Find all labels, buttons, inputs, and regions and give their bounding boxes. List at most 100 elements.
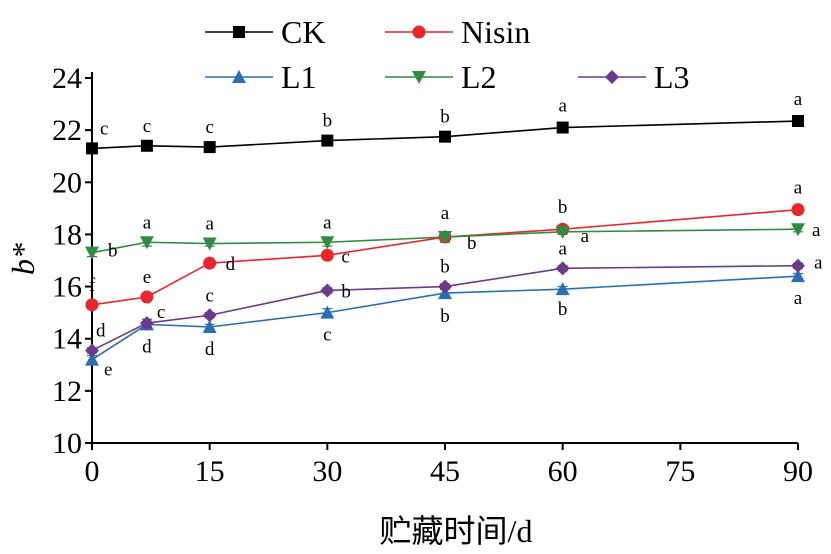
data-point-l2: [320, 236, 335, 250]
significance-label: a: [794, 288, 803, 309]
significance-label: a: [441, 203, 450, 224]
data-point-l2: [438, 231, 452, 245]
data-point-l3: [555, 261, 570, 276]
significance-label: a: [558, 238, 567, 259]
data-point-l1: [791, 269, 805, 283]
significance-label: c: [205, 117, 213, 138]
legend-item-ck: CK: [205, 14, 325, 50]
data-point-ck: [140, 139, 153, 152]
x-tick-label: 45: [430, 455, 460, 488]
data-point-l1: [320, 305, 335, 319]
legend-item-nisin: Nisin: [385, 14, 530, 50]
legend-item-l2: L2: [385, 59, 497, 95]
x-tick-label: 15: [195, 455, 225, 488]
legend-marker-l2: [412, 71, 426, 84]
significance-label: d: [96, 320, 106, 341]
y-tick-label: 10: [52, 427, 82, 460]
x-tick-label: 90: [783, 455, 813, 488]
data-point-ck: [86, 142, 98, 155]
legend-marker-l3: [605, 70, 619, 84]
axes: 0 15 30 45 60 75 90 10 12 14 16 18 20 22 24: [52, 62, 813, 488]
data-point-l3: [85, 343, 99, 358]
significance-label: d: [226, 254, 236, 275]
significance-label: c: [323, 325, 331, 346]
data-point-nisin: [203, 256, 217, 270]
x-tick-label: 60: [548, 455, 578, 488]
data-point-ck: [556, 121, 569, 134]
data-point-l3: [202, 308, 217, 323]
significance-label: b: [558, 299, 568, 320]
data-point-l3: [438, 279, 452, 294]
significance-label: e: [104, 360, 112, 381]
legend-label: L2: [461, 59, 497, 95]
legend-item-l3: L3: [578, 59, 690, 95]
y-tick-label: 20: [52, 166, 82, 199]
data-point-nisin: [140, 290, 154, 304]
data-point-l1: [555, 282, 570, 296]
significance-label: c: [341, 246, 349, 267]
significance-label: a: [205, 214, 214, 235]
data-point-nisin: [320, 248, 334, 262]
significance-label: a: [558, 96, 567, 117]
x-tick-label: 75: [665, 455, 695, 488]
x-tick-label: 0: [85, 455, 100, 488]
significance-label: b: [323, 111, 333, 132]
legend: CK Nisin L1 L2 L3: [205, 14, 690, 95]
legend-item-l1: L1: [205, 59, 317, 95]
significance-label: b: [440, 257, 450, 278]
significance-label: b: [558, 197, 568, 218]
data-point-l2: [555, 225, 570, 239]
significance-label: c: [205, 285, 213, 306]
significance-label: a: [794, 89, 803, 110]
y-tick-label: 12: [52, 375, 82, 408]
significance-label: a: [581, 226, 590, 247]
data-point-ck: [792, 115, 804, 128]
y-tick-label: 18: [52, 218, 82, 251]
significance-label: a: [794, 178, 803, 199]
y-tick-label: 16: [52, 271, 82, 304]
y-tick-label: 22: [52, 114, 82, 147]
significance-label: b: [108, 241, 118, 262]
legend-label: L1: [281, 59, 317, 95]
y-axis-title: b*: [5, 243, 41, 275]
y-tick-label: 24: [52, 62, 82, 95]
significance-label: b: [341, 281, 351, 302]
data-point-l2: [139, 236, 154, 250]
y-tick-label: 14: [52, 323, 82, 356]
x-tick-label: 30: [312, 455, 342, 488]
data-point-l1: [202, 319, 217, 333]
significance-label: d: [142, 336, 152, 357]
data-point-l2: [791, 223, 805, 237]
data-point-l3: [320, 283, 335, 298]
data-point-l1: [85, 352, 99, 366]
data-point-ck: [439, 130, 451, 143]
data-point-nisin: [85, 298, 99, 312]
significance-label: b: [467, 233, 477, 254]
legend-label: L3: [654, 59, 690, 95]
x-axis-title: 贮藏时间/d: [380, 513, 533, 549]
significance-label: c: [157, 302, 165, 323]
data-point-l3: [139, 316, 154, 331]
data-point-l2: [85, 246, 99, 260]
data-point-ck: [203, 141, 216, 154]
series-l2: ba a a aa a: [85, 203, 821, 262]
significance-label: b: [440, 306, 450, 327]
legend-label: CK: [281, 14, 325, 50]
significance-label: d: [205, 339, 215, 360]
significance-label: c: [100, 118, 108, 139]
data-point-l3: [791, 258, 805, 273]
legend-label: Nisin: [461, 14, 530, 50]
significance-label: a: [323, 212, 332, 233]
legend-marker-l1: [232, 70, 246, 83]
data-point-ck: [321, 134, 334, 147]
data-point-nisin: [791, 203, 805, 217]
significance-label: b: [440, 107, 450, 128]
significance-label: a: [143, 212, 152, 233]
significance-label: f: [89, 275, 96, 296]
significance-label: e: [143, 267, 151, 288]
series-ck: c c c b b a a: [86, 89, 804, 155]
legend-marker-ck: [233, 26, 245, 38]
